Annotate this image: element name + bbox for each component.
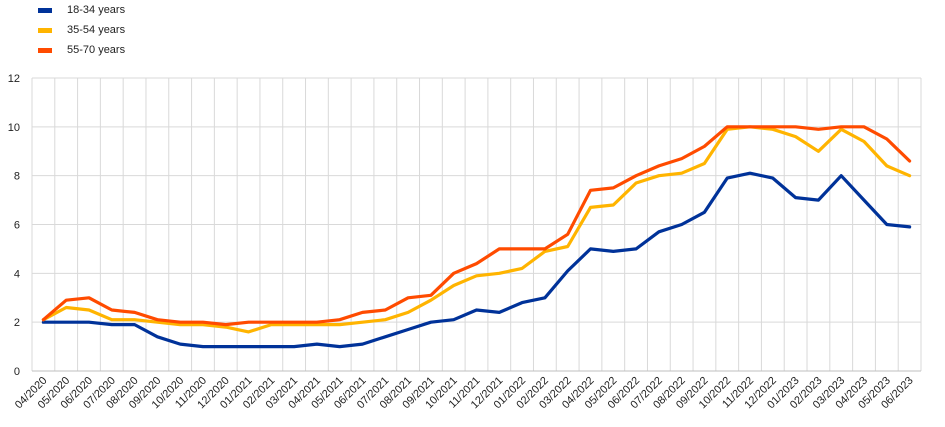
y-tick-label: 0	[14, 366, 20, 378]
y-tick-labels: 0 2 4 6 8 10 12	[8, 73, 20, 378]
series-lines	[41, 125, 912, 349]
legend-swatch-35-54	[38, 27, 52, 33]
series-line-18-34-years	[41, 171, 912, 349]
y-tick-label: 2	[14, 317, 20, 329]
legend-item-18-34: 18-34 years	[38, 0, 125, 20]
series-line-55-70-years	[41, 125, 912, 327]
y-tick-label: 12	[8, 73, 20, 85]
y-tick-label: 4	[14, 268, 20, 280]
y-tick-label: 6	[14, 220, 20, 232]
legend-label-35-54: 35-54 years	[67, 24, 126, 36]
chart-legend: 18-34 years 35-54 years 55-70 years	[38, 0, 125, 60]
legend-item-55-70: 55-70 years	[38, 40, 125, 60]
legend-label-55-70: 55-70 years	[67, 44, 126, 56]
legend-swatch-18-34	[38, 7, 52, 13]
legend-swatch-55-70	[38, 47, 52, 53]
y-tick-label: 10	[8, 122, 20, 134]
grid	[31, 77, 922, 372]
y-tick-label: 8	[14, 171, 20, 183]
legend-label-18-34: 18-34 years	[67, 4, 126, 16]
series-line-35-54-years	[41, 125, 912, 334]
x-tick-labels: 04/202005/202006/202007/202008/202009/20…	[13, 375, 916, 412]
legend-item-35-54: 35-54 years	[38, 20, 125, 40]
